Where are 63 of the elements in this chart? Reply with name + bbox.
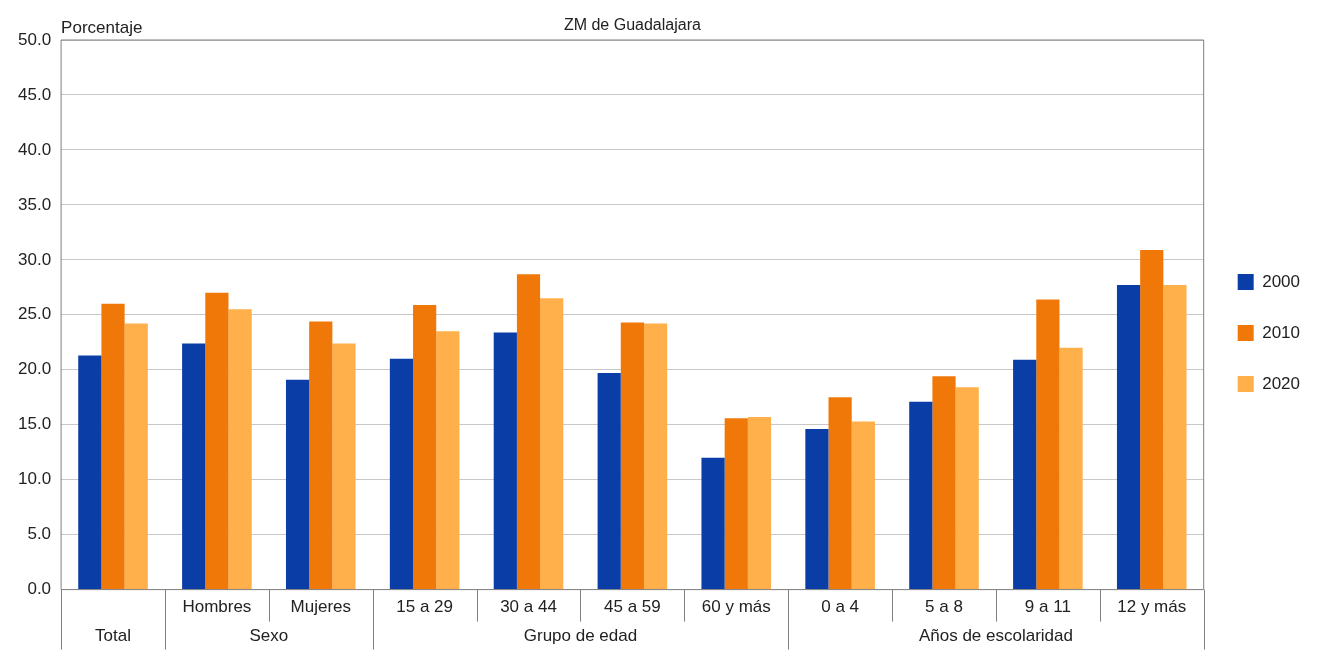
bar xyxy=(747,417,772,590)
x-tick-label: Mujeres xyxy=(290,597,351,617)
bar xyxy=(389,358,414,590)
y-tick-label: 0.0 xyxy=(27,579,52,599)
bar xyxy=(643,323,668,590)
bar xyxy=(909,401,933,590)
bar xyxy=(724,418,748,590)
bar xyxy=(805,429,829,590)
legend-label: 2010 xyxy=(1262,322,1301,342)
bar xyxy=(932,376,956,590)
bar xyxy=(1163,285,1187,590)
bar xyxy=(701,457,725,590)
x-tick-label: Hombres xyxy=(182,597,252,617)
bar xyxy=(182,343,206,590)
bar xyxy=(124,323,148,590)
bar xyxy=(413,304,437,590)
bar xyxy=(540,298,564,590)
text: Años de escolaridad xyxy=(918,626,1073,646)
bar xyxy=(597,373,621,590)
bar xyxy=(332,343,356,590)
bar xyxy=(1036,299,1060,590)
y-tick-label: 20.0 xyxy=(17,359,52,379)
bar xyxy=(828,397,852,590)
y-tick-label: 45.0 xyxy=(17,84,52,104)
bar xyxy=(1116,285,1141,590)
x-tick-label: 0 a 4 xyxy=(821,597,860,617)
y-tick-label: 50.0 xyxy=(17,29,52,49)
y-tick-label: 35.0 xyxy=(17,194,52,214)
chart-title: ZM de Guadalajara xyxy=(563,16,701,34)
legend-label: 2020 xyxy=(1262,373,1301,393)
bar xyxy=(228,309,252,590)
bar xyxy=(101,303,125,590)
bar xyxy=(436,331,460,590)
legend-label: 2000 xyxy=(1262,271,1301,291)
y-tick-label: 25.0 xyxy=(17,304,52,324)
y-tick-label: 15.0 xyxy=(17,414,52,434)
x-tick-label: 12 y más xyxy=(1117,597,1187,617)
bar xyxy=(78,355,102,590)
bar xyxy=(851,421,875,590)
x-tick-label: 30 a 44 xyxy=(500,597,557,617)
bar xyxy=(309,321,333,590)
x-tick-label: 5 a 8 xyxy=(925,597,963,617)
bar xyxy=(955,387,979,590)
bar xyxy=(620,322,644,590)
bar xyxy=(493,332,517,590)
bar xyxy=(1013,359,1037,590)
y-axis-title: Porcentaje xyxy=(61,17,143,37)
y-tick-label: 5.0 xyxy=(27,524,52,544)
x-tick-label: 60 y más xyxy=(701,597,771,617)
bar xyxy=(205,292,229,590)
y-tick-label: 10.0 xyxy=(17,469,52,489)
bar xyxy=(285,379,310,590)
text: Sexo xyxy=(249,626,289,646)
text: Total xyxy=(95,626,131,646)
x-tick-label: 15 a 29 xyxy=(396,597,454,617)
bar xyxy=(1140,249,1164,590)
bar xyxy=(1059,347,1083,590)
y-tick-label: 40.0 xyxy=(17,139,52,159)
y-tick-label: 30.0 xyxy=(17,249,52,269)
x-tick-label: 45 a 59 xyxy=(604,597,661,617)
x-tick-label: 9 a 11 xyxy=(1024,597,1071,617)
bar xyxy=(516,274,541,590)
text: Grupo de edad xyxy=(523,626,638,646)
